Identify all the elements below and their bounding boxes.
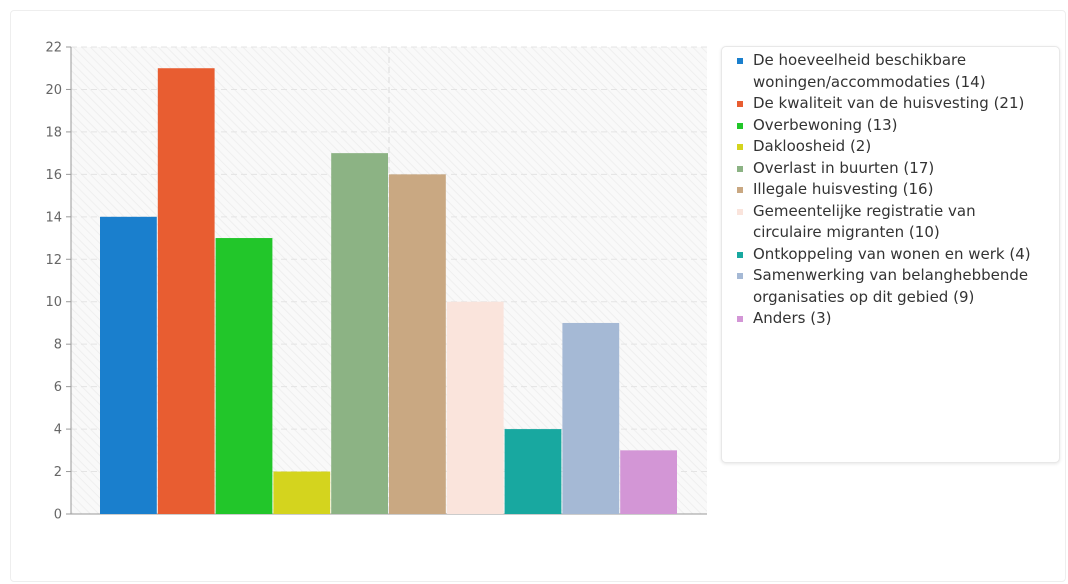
legend-label: Dakloosheid (2) [753,137,872,155]
bar [620,450,677,514]
legend-item: Illegale huisvesting (16) [722,179,1039,201]
chart-legend: De hoeveelheid beschikbare woningen/acco… [721,46,1060,463]
bar [504,429,562,514]
legend-swatch [737,251,743,258]
legend-label: Samenwerking van belanghebbende organisa… [753,266,1029,306]
y-tick-label: 8 [54,338,62,353]
y-tick-label: 0 [54,508,62,523]
y-tick-label: 2 [54,465,62,480]
y-tick-label: 12 [45,253,62,268]
legend-label: Overlast in buurten (17) [753,158,935,177]
y-tick-label: 6 [54,380,62,395]
y-tick-label: 18 [45,125,62,140]
bar [100,216,157,514]
legend-item: Anders (3) [722,308,1039,330]
bar [273,471,331,514]
legend-swatch [737,58,743,64]
legend-label: De kwaliteit van de huisvesting (21) [753,94,1025,112]
legend-item: Samenwerking van belanghebbende organisa… [722,265,1039,308]
legend-item: Dakloosheid (2) [722,136,1039,158]
legend-item: Ontkoppeling van wonen en werk (4) [722,244,1039,266]
legend-swatch [737,144,743,150]
bar [157,68,215,515]
y-tick-label: 14 [45,210,62,225]
legend-label: De hoeveelheid beschikbare woningen/acco… [753,51,986,91]
legend-item: De kwaliteit van de huisvesting (21) [722,93,1039,115]
y-tick-label: 20 [45,83,62,98]
legend-label: Ontkoppeling van wonen en werk (4) [753,244,1031,263]
legend-item: Overlast in buurten (17) [722,158,1039,180]
y-tick-label: 4 [54,423,62,438]
legend-swatch [737,101,743,107]
y-tick-label: 16 [45,168,62,183]
bar [331,153,388,515]
legend-label: Overbewoning (13) [753,115,898,134]
legend-swatch [737,273,743,279]
bar [562,322,620,514]
y-tick-label: 10 [45,295,62,310]
legend-swatch [737,316,743,322]
legend-label: Gemeentelijke registratie van circulaire… [753,201,976,242]
legend-label: Anders (3) [753,309,832,327]
legend-item: Gemeentelijke registratie van circulaire… [722,201,1039,244]
legend-label: Illegale huisvesting (16) [753,180,934,198]
legend-swatch [737,187,743,193]
legend-swatch [737,208,743,215]
legend-swatch [737,122,743,129]
bar [446,301,504,514]
legend-list: De hoeveelheid beschikbare woningen/acco… [722,50,1059,330]
legend-item: Overbewoning (13) [722,115,1039,137]
legend-item: De hoeveelheid beschikbare woningen/acco… [722,50,1039,93]
legend-swatch [737,165,743,172]
y-tick-label: 22 [45,41,62,56]
bar [389,174,446,514]
bar [215,238,273,514]
